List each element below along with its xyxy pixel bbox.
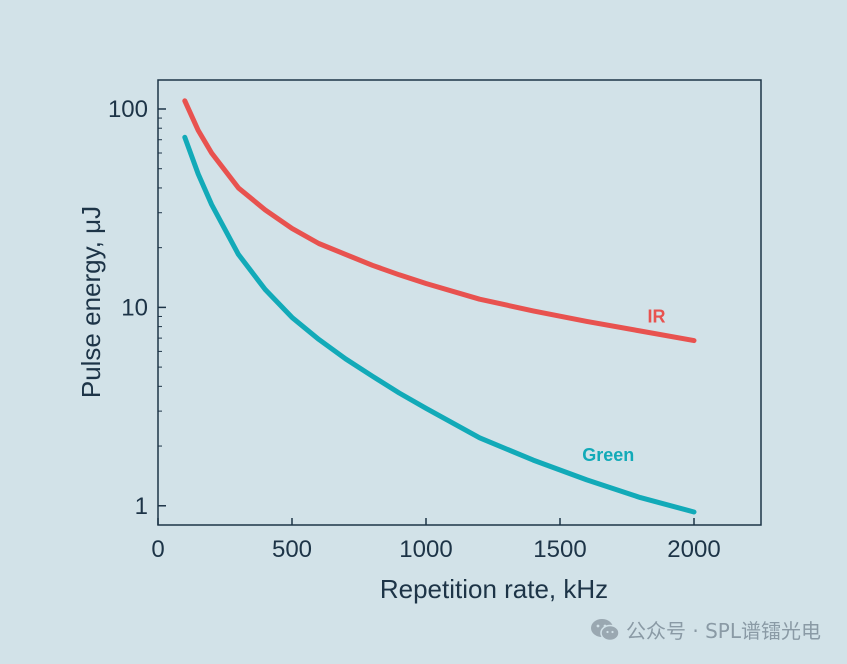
x-axis-label: Repetition rate, kHz (380, 574, 608, 604)
series-line-ir (182, 98, 697, 344)
y-tick-label: 1 (135, 493, 148, 520)
y-axis-label: Pulse energy, μJ (76, 206, 106, 398)
series-labels: IR Green (582, 306, 665, 465)
y-tick-label: 10 (121, 294, 148, 321)
y-tick-label: 100 (108, 96, 148, 123)
series-label-ir: IR (647, 306, 665, 326)
x-tick-label: 1000 (399, 536, 452, 563)
y-axis: 1 10 100 (108, 96, 166, 520)
x-tick-label: 2000 (667, 536, 720, 563)
x-tick-label: 0 (151, 536, 164, 563)
watermark: 公众号 · SPL谱镭光电 (590, 615, 821, 644)
plot-frame (157, 79, 762, 526)
watermark-text: 公众号 · SPL谱镭光电 (626, 619, 821, 643)
x-axis: 0 500 1000 1500 2000 (151, 518, 721, 563)
wechat-icon (591, 618, 620, 641)
series-lines (182, 98, 697, 515)
x-tick-label: 1500 (533, 536, 586, 563)
x-tick-label: 500 (272, 536, 312, 563)
series-line-green (182, 134, 697, 515)
series-label-green: Green (582, 445, 634, 465)
